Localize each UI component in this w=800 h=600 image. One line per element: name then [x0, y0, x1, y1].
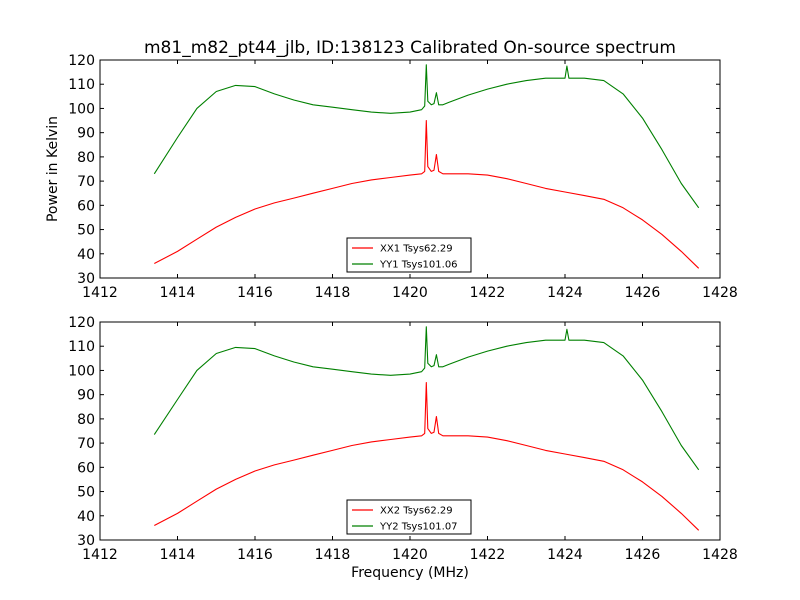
x-tick-label: 1416 [237, 285, 273, 301]
x-tick-label: 1412 [82, 285, 118, 301]
y-tick-label: 60 [77, 198, 95, 214]
figure-title: m81_m82_pt44_jlb, ID:138123 Calibrated O… [144, 38, 676, 58]
x-tick-label: 1420 [392, 547, 428, 563]
y-tick-label: 110 [68, 339, 95, 355]
y-tick-label: 90 [77, 388, 95, 404]
x-tick-label: 1426 [625, 285, 661, 301]
y-tick-label: 120 [68, 53, 95, 69]
y-tick-label: 30 [77, 271, 95, 287]
legend-entry: YY1 Tsys101.06 [379, 260, 458, 271]
legend: XX1 Tsys62.29 YY1 Tsys101.06 [346, 237, 472, 273]
y-tick-label: 90 [77, 126, 95, 142]
y-tick-label: 120 [68, 315, 95, 331]
y-tick-label: 40 [77, 247, 95, 263]
y-tick-label: 100 [68, 101, 95, 117]
x-tick-label: 1426 [625, 547, 661, 563]
bottom-panel: 1412 1414 1416 1418 1420 1422 1424 1426 1428 30 40… [68, 315, 738, 581]
series-line-1 [154, 382, 700, 531]
y-tick-label: 80 [77, 412, 95, 428]
y-tick-label: 40 [77, 509, 95, 525]
series-line-1 [154, 120, 700, 269]
legend-box [346, 499, 472, 535]
x-tick-label: 1424 [547, 547, 583, 563]
y-tick-label: 70 [77, 174, 95, 190]
series-line-2 [153, 64, 700, 209]
x-tick-label: 1420 [392, 285, 428, 301]
x-tick-label: 1412 [82, 547, 118, 563]
x-axis-label: Frequency (MHz) [351, 565, 469, 581]
y-tick-label: 100 [68, 363, 95, 379]
y-tick-label: 110 [68, 77, 95, 93]
x-tick-label: 1424 [547, 285, 583, 301]
x-tick-label: 1418 [315, 547, 351, 563]
y-axis-label: Power in Kelvin [45, 116, 61, 222]
y-tick-label: 50 [77, 223, 95, 239]
x-tick-label: 1418 [315, 285, 351, 301]
x-tick-label: 1422 [470, 285, 506, 301]
top-panel: 1412 1414 1416 1418 1420 1422 1424 1426 1428 30 40… [45, 53, 738, 301]
legend-entry: YY2 Tsys101.07 [379, 522, 458, 533]
y-tick-label: 80 [77, 150, 95, 166]
x-tick-label: 1414 [160, 547, 196, 563]
x-tick-label: 1428 [702, 547, 738, 563]
y-tick-label: 60 [77, 460, 95, 476]
y-tick-label: 50 [77, 485, 95, 501]
y-tick-label: 30 [77, 533, 95, 549]
y-tick-label: 70 [77, 436, 95, 452]
legend-entry: XX1 Tsys62.29 [380, 244, 453, 255]
series-line-2 [153, 326, 700, 471]
x-tick-label: 1428 [702, 285, 738, 301]
legend-entry: XX2 Tsys62.29 [380, 506, 453, 517]
legend-box [346, 237, 472, 273]
x-tick-label: 1416 [237, 547, 273, 563]
x-tick-label: 1422 [470, 547, 506, 563]
legend: XX2 Tsys62.29 YY2 Tsys101.07 [346, 499, 472, 535]
x-tick-label: 1414 [160, 285, 196, 301]
